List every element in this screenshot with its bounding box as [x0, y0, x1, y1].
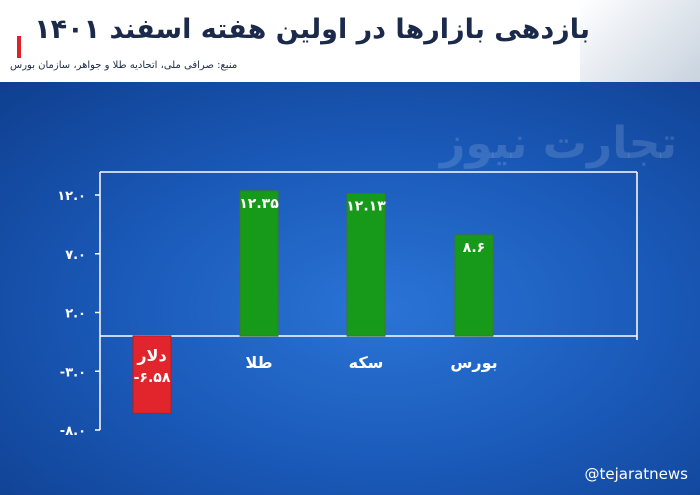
source-note: منبع: صرافی ملی، اتحادیه طلا و جواهر، سا…: [10, 60, 238, 71]
data-label: ۱۲.۳۵: [239, 196, 279, 212]
y-tick-label: ۷.۰: [65, 248, 86, 263]
social-handle: @tejaratnews: [584, 465, 688, 483]
data-label: ۱۲.۱۳: [346, 198, 386, 214]
data-label: -۶.۵۸: [134, 370, 171, 386]
bar-0: [132, 335, 172, 414]
bar-3: [454, 234, 494, 337]
watermark-logo: تجارت نیوز: [440, 118, 678, 169]
y-tick-label: ۲.۰: [65, 307, 86, 322]
category-label: دلار: [136, 346, 166, 365]
header: بازدهی بازارها در اولین هفته اسفند ۱۴۰۱ …: [0, 0, 700, 82]
category-label: طلا: [245, 353, 272, 372]
data-label: ۸.۶: [463, 240, 485, 256]
bar-1: [239, 190, 279, 337]
category-label: سکه: [349, 353, 384, 372]
y-tick-label: -۸.۰: [60, 424, 86, 439]
category-label: بورس: [450, 353, 497, 372]
accent-bar: [17, 36, 21, 58]
y-tick-label: ۱۲.۰: [57, 189, 86, 204]
chart-title: بازدهی بازارها در اولین هفته اسفند ۱۴۰۱: [34, 14, 590, 45]
y-tick-label: -۳.۰: [60, 365, 86, 380]
bar-2: [346, 192, 386, 337]
header-decoration: [580, 0, 700, 82]
